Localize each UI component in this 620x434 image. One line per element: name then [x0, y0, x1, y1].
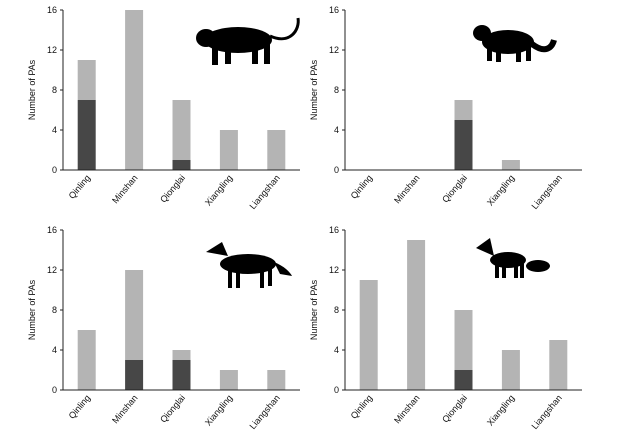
panel: 0 4 8 12 16 Number of PAs Qinling Minshan Qiongl…	[309, 5, 582, 211]
x-tick-label: Minshan	[392, 393, 422, 425]
x-tick-label: Qionglai	[158, 393, 187, 425]
y-axis-label: Number of PAs	[27, 59, 37, 120]
dhole-icon	[206, 242, 292, 288]
y-tick-label: 8	[52, 305, 57, 315]
leopard-icon	[196, 17, 300, 65]
bar-segment	[549, 340, 568, 390]
x-tick-label: Xiangling	[203, 393, 234, 428]
x-tick-label: Qinling	[67, 173, 93, 201]
y-tick-label: 12	[47, 265, 57, 275]
x-tick-label: Qionglai	[158, 173, 187, 205]
y-tick-label: 16	[47, 5, 57, 15]
y-tick-label: 0	[52, 385, 57, 395]
y-tick-label: 8	[334, 85, 339, 95]
x-tick-label: Minshan	[110, 173, 140, 205]
bar-segment	[501, 160, 520, 170]
bar-segment	[267, 370, 286, 390]
bar-segment	[172, 100, 191, 160]
x-tick-label: Qinling	[67, 393, 93, 421]
bar-segment	[125, 270, 144, 360]
y-axis-label: Number of PAs	[27, 279, 37, 340]
x-tick-label: Liangshan	[247, 173, 281, 211]
y-tick-label: 4	[334, 345, 339, 355]
x-tick-label: Xiangling	[485, 173, 516, 208]
y-tick-label: 4	[334, 125, 339, 135]
bar-segment	[172, 160, 191, 170]
bar-segment	[219, 130, 238, 170]
fox-icon	[476, 238, 550, 278]
bar-segment	[407, 240, 426, 390]
y-tick-label: 4	[52, 125, 57, 135]
bar-segment	[125, 360, 144, 390]
x-tick-label: Minshan	[392, 173, 422, 205]
y-tick-label: 12	[329, 265, 339, 275]
x-tick-label: Qinling	[349, 393, 375, 421]
bar-segment	[359, 280, 378, 390]
x-tick-label: Qionglai	[440, 393, 469, 425]
x-tick-label: Qinling	[349, 173, 375, 201]
y-tick-label: 0	[52, 165, 57, 175]
x-tick-label: Qionglai	[440, 173, 469, 205]
bar-segment	[125, 10, 144, 170]
bar-segment	[454, 370, 473, 390]
x-tick-label: Xiangling	[203, 173, 234, 208]
x-tick-label: Minshan	[110, 393, 140, 425]
bar-segment	[267, 130, 286, 170]
y-tick-label: 16	[47, 225, 57, 235]
panel: 0 4 8 12 16 Number of PAs Qinling Minshan Qiongl…	[309, 225, 582, 431]
y-tick-label: 0	[334, 165, 339, 175]
y-tick-label: 12	[329, 45, 339, 55]
y-tick-label: 0	[334, 385, 339, 395]
bar-segment	[172, 350, 191, 360]
bar-segment	[454, 100, 473, 120]
bar-segment	[77, 100, 96, 170]
y-axis-label: Number of PAs	[309, 59, 319, 120]
x-tick-label: Xiangling	[485, 393, 516, 428]
x-tick-label: Liangshan	[529, 393, 563, 431]
x-tick-label: Liangshan	[529, 173, 563, 211]
x-tick-label: Liangshan	[247, 393, 281, 431]
y-tick-label: 16	[329, 225, 339, 235]
bar-segment	[172, 360, 191, 390]
bar-segment	[77, 330, 96, 390]
y-tick-label: 12	[47, 45, 57, 55]
silhouettes	[196, 17, 557, 288]
cat-icon	[473, 25, 557, 62]
y-tick-label: 8	[52, 85, 57, 95]
y-axis-label: Number of PAs	[309, 279, 319, 340]
bar-segment	[501, 350, 520, 390]
bar-segment	[454, 310, 473, 370]
bar-segment	[454, 120, 473, 170]
y-tick-label: 8	[334, 305, 339, 315]
y-tick-label: 4	[52, 345, 57, 355]
bar-segment	[77, 60, 96, 100]
bar-segment	[219, 370, 238, 390]
y-tick-label: 16	[329, 5, 339, 15]
